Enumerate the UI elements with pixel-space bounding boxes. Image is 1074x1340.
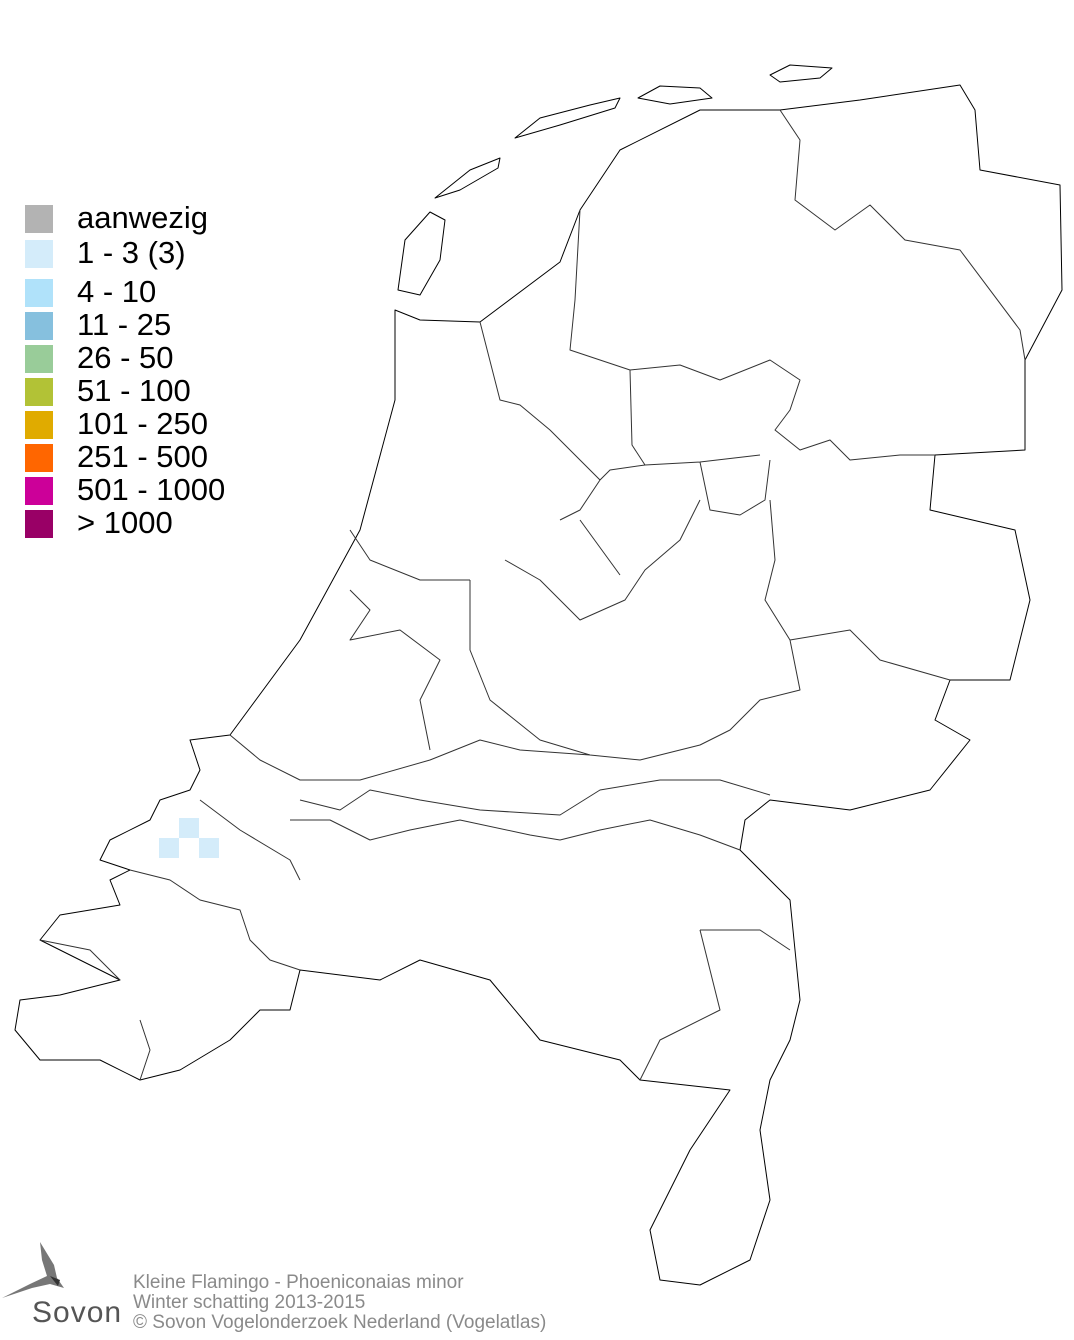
island-vlieland	[434, 157, 501, 199]
legend-label: 1 - 3 (3)	[77, 235, 186, 270]
copyright: © Sovon Vogelonderzoek Nederland (Vogela…	[133, 1312, 547, 1333]
grid-cell	[199, 838, 219, 858]
country-outline	[14, 84, 1063, 1286]
grid-cell	[159, 838, 179, 858]
map-caption: Kleine Flamingo - Phoeniconaias minor Wi…	[133, 1273, 546, 1333]
period: Winter schatting 2013-2015	[133, 1292, 366, 1313]
legend-label: 51 - 100	[77, 373, 191, 408]
legend-swatch	[25, 510, 53, 538]
province-borders	[39, 109, 1026, 1081]
legend-label: 4 - 10	[77, 274, 157, 309]
grid-cell	[179, 818, 199, 838]
legend-label: 11 - 25	[77, 307, 172, 342]
legend-swatch	[25, 378, 53, 406]
legend-label: > 1000	[77, 505, 173, 540]
legend-swatch	[25, 312, 53, 340]
legend-swatch	[25, 411, 53, 439]
legend-swatch	[25, 345, 53, 373]
legend-swatch	[25, 444, 53, 472]
logo-text: Sovon	[32, 1296, 123, 1329]
legend-label: 251 - 500	[77, 439, 208, 474]
legend-label: 26 - 50	[77, 340, 174, 375]
legend-label: 501 - 1000	[77, 472, 226, 507]
legend-label: aanwezig	[77, 200, 208, 235]
legend-swatch	[25, 477, 53, 505]
island-schiermonnikoog	[769, 64, 833, 83]
legend-swatch	[25, 279, 53, 307]
island-terschelling	[514, 97, 621, 139]
legend-swatch	[25, 240, 53, 268]
legend-swatch	[25, 205, 53, 233]
sovon-swallow-logo	[2, 1242, 64, 1298]
occupied-cells	[159, 818, 219, 858]
island-texel	[397, 211, 446, 296]
legend-label: 101 - 250	[77, 406, 208, 441]
island-ameland	[637, 85, 713, 105]
species-name: Kleine Flamingo - Phoeniconaias minor	[133, 1272, 464, 1293]
